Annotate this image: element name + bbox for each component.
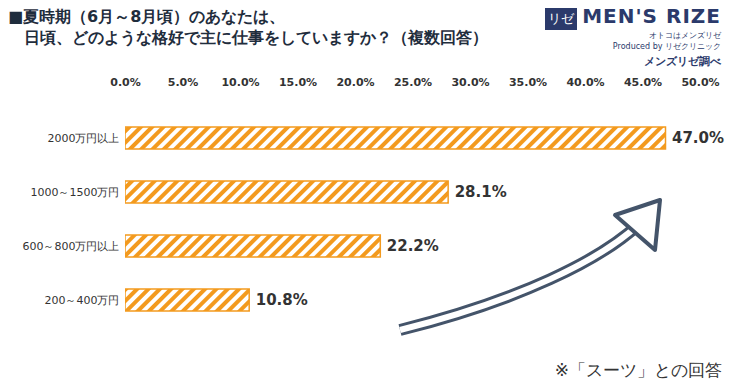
svg-text:600～800万円以上: 600～800万円以上 bbox=[23, 240, 120, 253]
html-text:メンズリゼ調べ: メンズリゼ調べ bbox=[644, 54, 721, 68]
svg-text:45.0%: 45.0% bbox=[624, 76, 662, 89]
svg-text:35.0%: 35.0% bbox=[509, 76, 547, 89]
svg-text:47.0%: 47.0% bbox=[672, 129, 724, 147]
svg-text:2000万円以上: 2000万円以上 bbox=[48, 132, 120, 145]
svg-text:10.8%: 10.8% bbox=[256, 291, 308, 309]
svg-text:5.0%: 5.0% bbox=[168, 76, 199, 89]
html-text:■夏時期（6月～8月頃）のあなたは、 日頃、どのような格好で: ■夏時期（6月～8月頃）のあなたは、 日頃、どのような格好で主に仕事をしています… bbox=[8, 7, 488, 47]
svg-text:28.1%: 28.1% bbox=[455, 183, 507, 201]
html-text:Produced by リゼクリニック: Produced by リゼクリニック bbox=[612, 41, 721, 51]
html-text:リゼ MEN'S RIZE: リゼ MEN'S RIZE bbox=[548, 4, 721, 28]
svg-text:0.0%: 0.0% bbox=[110, 76, 141, 89]
svg-text:20.0%: 20.0% bbox=[336, 76, 374, 89]
html-text:オトコはメンズリゼ: オトコはメンズリゼ bbox=[649, 30, 721, 40]
svg-text:15.0%: 15.0% bbox=[279, 76, 317, 89]
svg-text:10.0%: 10.0% bbox=[221, 76, 259, 89]
svg-text:25.0%: 25.0% bbox=[394, 76, 432, 89]
svg-text:※「スーツ」との回答: ※「スーツ」との回答 bbox=[555, 360, 722, 380]
svg-text:50.0%: 50.0% bbox=[681, 76, 719, 89]
svg-text:30.0%: 30.0% bbox=[451, 76, 489, 89]
svg-text:40.0%: 40.0% bbox=[566, 76, 604, 89]
svg-text:22.2%: 22.2% bbox=[387, 237, 439, 255]
svg-text:1000～1500万円: 1000～1500万円 bbox=[31, 186, 120, 199]
svg-text:200～400万円: 200～400万円 bbox=[45, 294, 120, 307]
